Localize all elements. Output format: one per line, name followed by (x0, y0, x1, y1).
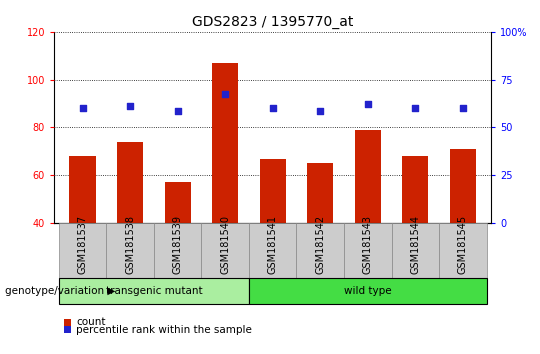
Bar (117, 142, 143, 223)
Point (458, 105, 467, 111)
Text: GSM181545: GSM181545 (458, 215, 468, 274)
Bar (355, 130, 381, 223)
Text: GSM181542: GSM181542 (315, 215, 325, 274)
Point (268, 105, 277, 111)
Point (126, 103, 134, 109)
Bar (450, 149, 476, 223)
Bar (212, 63, 238, 223)
Point (363, 101, 372, 107)
Point (411, 105, 420, 111)
Bar (70, 156, 96, 223)
Text: GSM181541: GSM181541 (268, 215, 278, 274)
Text: percentile rank within the sample: percentile rank within the sample (76, 325, 252, 335)
Bar (165, 182, 191, 223)
Text: GSM181543: GSM181543 (363, 215, 373, 274)
Text: GSM181538: GSM181538 (125, 215, 135, 274)
Point (173, 108, 182, 114)
Text: GSM181537: GSM181537 (78, 215, 87, 274)
Text: GSM181544: GSM181544 (410, 215, 420, 274)
Text: GSM181540: GSM181540 (220, 215, 230, 274)
Text: GSM181539: GSM181539 (173, 215, 183, 274)
Text: wild type: wild type (344, 286, 392, 296)
Bar (307, 163, 333, 223)
Point (78, 105, 87, 111)
Title: GDS2823 / 1395770_at: GDS2823 / 1395770_at (192, 16, 353, 29)
Point (221, 91, 230, 97)
Text: transgenic mutant: transgenic mutant (105, 286, 202, 296)
Text: genotype/variation ▶: genotype/variation ▶ (5, 286, 116, 296)
Bar (260, 159, 286, 223)
Bar (402, 156, 428, 223)
Point (316, 108, 325, 114)
Text: count: count (76, 318, 105, 327)
